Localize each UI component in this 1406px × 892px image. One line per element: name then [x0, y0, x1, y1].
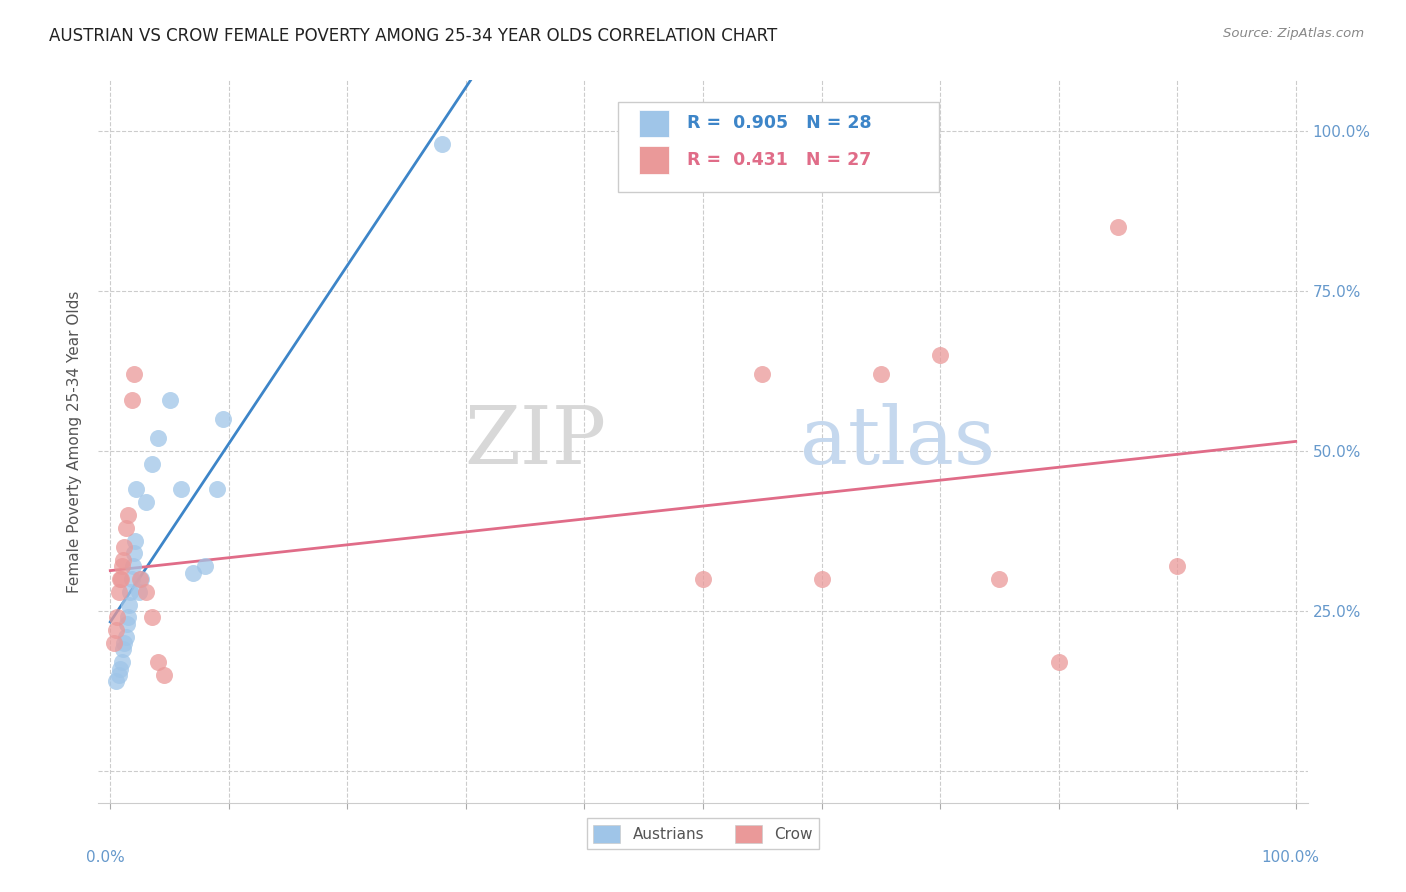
Point — [114, 540, 136, 554]
Point — [111, 655, 134, 669]
Point — [112, 642, 135, 657]
Point — [929, 348, 952, 362]
Point — [121, 559, 143, 574]
Point — [146, 655, 169, 669]
Point — [135, 495, 157, 509]
Text: AUSTRIAN VS CROW FEMALE POVERTY AMONG 25-34 YEAR OLDS CORRELATION CHART: AUSTRIAN VS CROW FEMALE POVERTY AMONG 25… — [49, 27, 778, 45]
Point — [115, 616, 138, 631]
Point — [159, 392, 181, 407]
Point — [432, 137, 454, 152]
Point — [108, 661, 131, 675]
Point — [108, 572, 131, 586]
Point — [105, 674, 128, 689]
Point — [128, 584, 150, 599]
Point — [146, 431, 169, 445]
Point — [103, 636, 125, 650]
Text: ZIP: ZIP — [464, 402, 606, 481]
Point — [122, 546, 145, 560]
Point — [114, 636, 136, 650]
Point — [692, 572, 714, 586]
Legend: Austrians, Crow: Austrians, Crow — [586, 819, 820, 849]
Point — [141, 457, 163, 471]
Point — [129, 572, 152, 586]
Text: 0.0%: 0.0% — [86, 850, 125, 864]
Point — [1047, 655, 1070, 669]
Point — [135, 584, 157, 599]
Point — [129, 572, 152, 586]
Point — [114, 521, 136, 535]
Point — [124, 533, 146, 548]
Text: R =  0.431   N = 27: R = 0.431 N = 27 — [688, 151, 872, 169]
Point — [110, 572, 132, 586]
FancyBboxPatch shape — [619, 102, 939, 193]
Point — [751, 368, 773, 382]
Point — [118, 598, 141, 612]
Point — [112, 553, 135, 567]
Point — [105, 610, 128, 624]
Point — [170, 483, 193, 497]
FancyBboxPatch shape — [638, 110, 669, 137]
Point — [107, 668, 129, 682]
Point — [1166, 559, 1188, 574]
Point — [121, 572, 143, 586]
Point — [120, 584, 142, 599]
Y-axis label: Female Poverty Among 25-34 Year Olds: Female Poverty Among 25-34 Year Olds — [67, 291, 83, 592]
Text: R =  0.905   N = 28: R = 0.905 N = 28 — [688, 114, 872, 132]
Point — [114, 630, 136, 644]
Point — [121, 392, 143, 407]
Point — [194, 559, 217, 574]
Point — [869, 368, 891, 382]
Point — [988, 572, 1011, 586]
Point — [122, 368, 145, 382]
Point — [205, 483, 228, 497]
Point — [111, 559, 134, 574]
Text: 100.0%: 100.0% — [1261, 850, 1320, 864]
Point — [810, 572, 832, 586]
Point — [1107, 220, 1129, 235]
Text: atlas: atlas — [800, 402, 995, 481]
FancyBboxPatch shape — [638, 146, 669, 174]
Text: Source: ZipAtlas.com: Source: ZipAtlas.com — [1223, 27, 1364, 40]
Point — [181, 566, 204, 580]
Point — [105, 623, 128, 637]
Point — [212, 412, 235, 426]
Point — [125, 483, 148, 497]
Point — [152, 668, 174, 682]
Point — [117, 610, 139, 624]
Point — [107, 584, 129, 599]
Point — [141, 610, 163, 624]
Point — [117, 508, 139, 522]
